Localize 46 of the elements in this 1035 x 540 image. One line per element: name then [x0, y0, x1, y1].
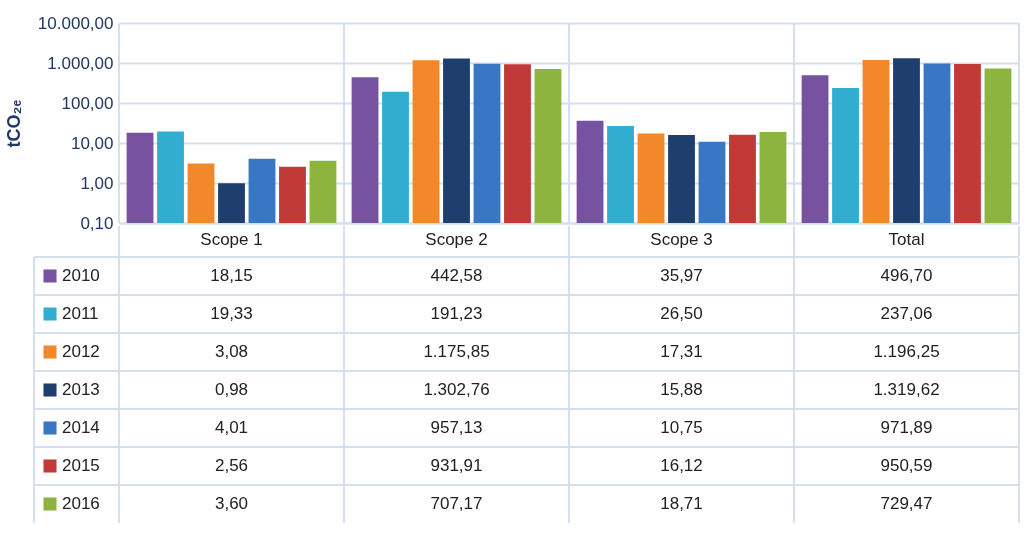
legend-label: 2013 [62, 380, 100, 399]
legend-label: 2015 [62, 456, 100, 475]
legend-label: 2011 [62, 304, 99, 323]
y-tick-label: 1,00 [80, 173, 114, 193]
data-label: 931,91 [430, 456, 483, 475]
y-tick-label: 10.000,00 [37, 13, 114, 33]
data-label: 957,13 [430, 418, 483, 437]
data-label: 729,47 [880, 494, 933, 513]
data-label: 16,12 [660, 456, 703, 475]
data-label: 442,58 [430, 266, 483, 285]
y-axis-title: tCO₂ₑ [3, 99, 24, 148]
y-tick-label: 10,00 [70, 133, 114, 153]
y-tick-label: 1.000,00 [47, 53, 114, 73]
data-label: 18,71 [660, 494, 703, 513]
data-label: 10,75 [660, 418, 703, 437]
data-label: 26,50 [660, 304, 703, 323]
data-label: 19,33 [210, 304, 253, 323]
data-label: 2,56 [214, 456, 249, 475]
data-label: 4,01 [214, 418, 249, 437]
x-tick-label: Scope 2 [425, 229, 488, 249]
data-label: 0,98 [214, 380, 249, 399]
data-label: 237,06 [880, 304, 933, 323]
data-label: 191,23 [430, 304, 483, 323]
x-tick-label: Scope 1 [200, 229, 263, 249]
data-label: 35,97 [660, 266, 703, 285]
data-label: 1.196,25 [873, 342, 940, 361]
data-label: 3,60 [214, 494, 249, 513]
legend-label: 2014 [62, 418, 100, 437]
data-label: 18,15 [210, 266, 253, 285]
x-tick-label: Scope 3 [650, 229, 713, 249]
data-label: 1.319,62 [873, 380, 940, 399]
legend-label: 2010 [62, 266, 100, 285]
legend-label: 2012 [62, 342, 100, 361]
x-tick-label: Total [888, 229, 925, 249]
data-label: 971,89 [880, 418, 933, 437]
legend-label: 2016 [62, 494, 100, 513]
data-label: 950,59 [880, 456, 933, 475]
data-label: 3,08 [214, 342, 249, 361]
data-label: 17,31 [660, 342, 703, 361]
y-tick-label: 100,00 [61, 93, 114, 113]
data-label: 15,88 [660, 380, 703, 399]
data-label: 1.175,85 [423, 342, 490, 361]
data-label: 496,70 [880, 266, 933, 285]
data-label: 707,17 [430, 494, 483, 513]
y-tick-label: 0,10 [80, 213, 114, 233]
data-label: 1.302,76 [423, 380, 490, 399]
